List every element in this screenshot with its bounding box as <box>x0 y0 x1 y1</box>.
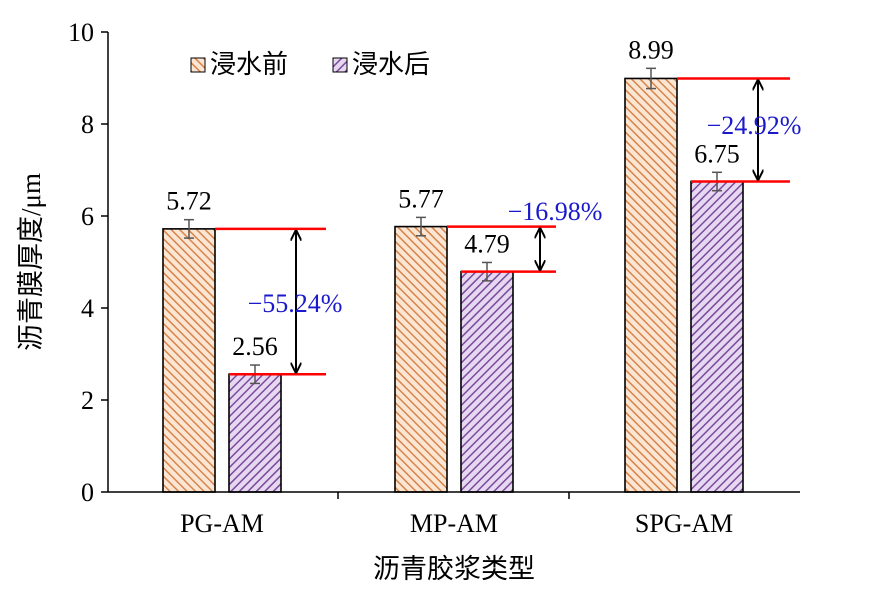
y-axis-ticks: 0 2 4 6 8 10 <box>68 18 108 507</box>
x-tick-label: PG-AM <box>180 509 264 538</box>
y-tick-label: 0 <box>81 478 94 507</box>
error-bar <box>184 218 194 239</box>
change-label: −16.98% <box>508 197 603 226</box>
data-label: 5.72 <box>166 187 212 216</box>
y-tick-label: 4 <box>81 294 94 323</box>
change-label: −24.92% <box>707 111 802 140</box>
x-tick-label: MP-AM <box>410 509 498 538</box>
data-label: 6.75 <box>694 139 740 168</box>
legend-label-after: 浸水后 <box>352 50 430 79</box>
data-label: 8.99 <box>628 35 674 64</box>
data-label: 4.79 <box>464 229 510 258</box>
data-label: 5.77 <box>398 184 444 213</box>
y-tick-label: 6 <box>81 202 94 231</box>
bar <box>162 228 216 493</box>
error-bar <box>646 67 656 90</box>
plot-area: 5.72 2.56 5.77 4.79 8.99 6.75 −55.24% −16.98% −2… <box>162 35 802 493</box>
bar <box>690 180 744 493</box>
legend-swatch-before <box>190 57 206 73</box>
legend: 浸水前 浸水后 <box>190 50 430 79</box>
y-tick-label: 10 <box>68 18 94 47</box>
x-axis-ticks: PG-AM MP-AM SPG-AM <box>180 492 733 538</box>
x-tick-label: SPG-AM <box>635 509 733 538</box>
bar <box>394 225 448 493</box>
y-tick-label: 8 <box>81 110 94 139</box>
x-axis-label: 沥青胶浆类型 <box>373 554 535 584</box>
error-bar <box>416 216 426 237</box>
bar <box>624 77 678 493</box>
y-axis-label: 沥青膜厚度/μm <box>16 173 46 351</box>
bar <box>460 270 514 493</box>
legend-label-before: 浸水前 <box>210 50 288 79</box>
bar <box>228 373 282 493</box>
data-label: 2.56 <box>232 332 278 361</box>
legend-swatch-after <box>332 57 348 73</box>
change-label: −55.24% <box>248 289 343 318</box>
y-tick-label: 2 <box>81 386 94 415</box>
